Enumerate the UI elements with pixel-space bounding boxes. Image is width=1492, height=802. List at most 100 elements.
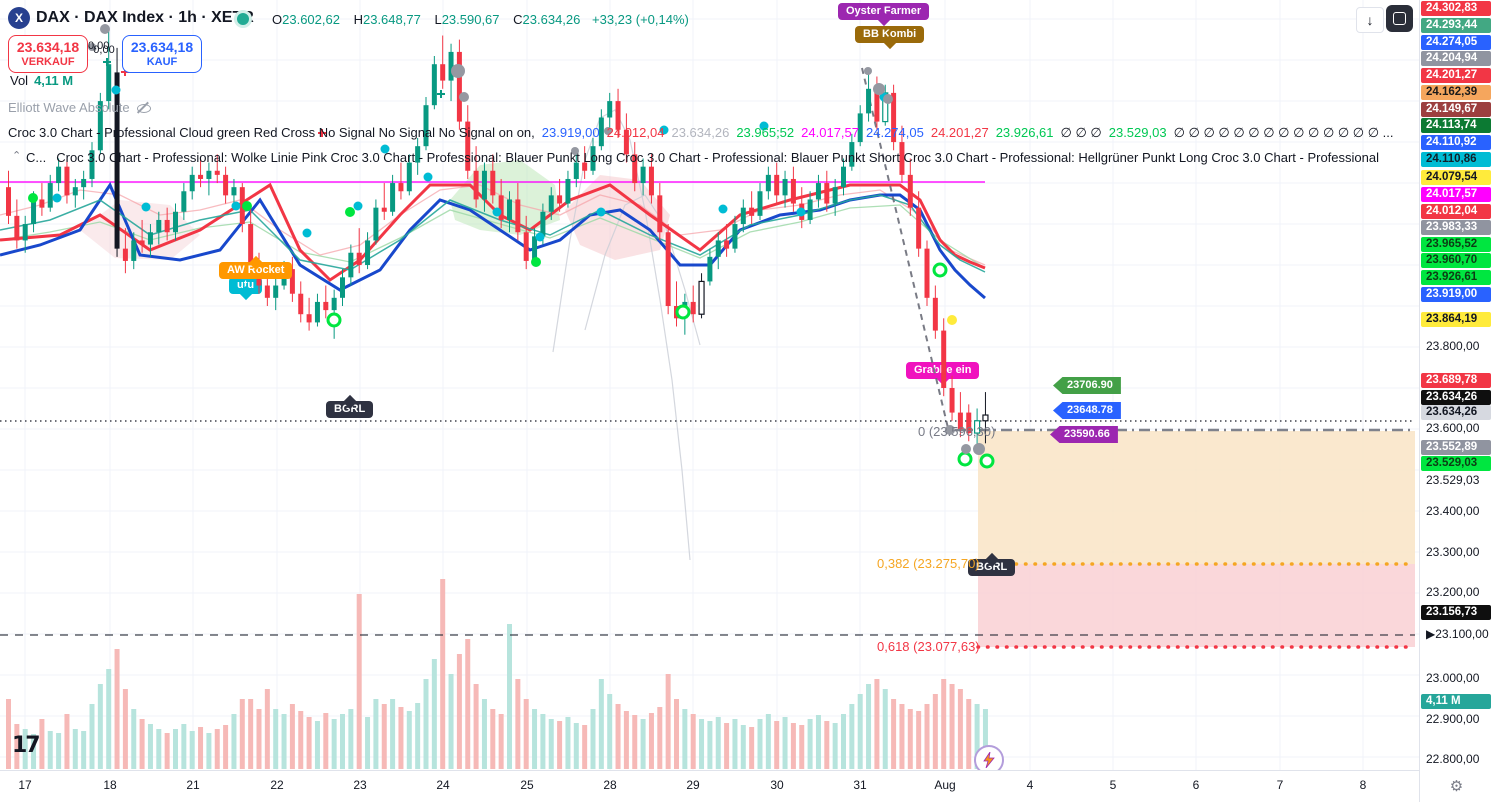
chart-signal-bubble-aw-rocket[interactable]: AW Rocket [219,262,293,279]
close-value: 23.634,26 [522,12,581,27]
price-axis-tick: 23.529,03 [1426,473,1480,487]
legend-row-elliott[interactable]: Elliott Wave Absolute [8,100,151,115]
tradingview-logo[interactable]: 17 [12,733,41,758]
price-tag-purple[interactable]: 23590.66 [1050,426,1118,443]
time-axis-label: 5 [1109,778,1117,792]
symbol-title[interactable]: DAX · DAX Index · 1h · XETR [36,9,254,26]
time-axis-label: 21 [186,778,200,792]
legend-indicator-value: ∅ ∅ ∅ [1060,125,1102,140]
grid-lines [0,0,1419,770]
lightning-icon [983,752,995,768]
time-axis-label: 4 [1026,778,1034,792]
price-axis-tick: 23.800,00 [1426,339,1480,353]
low-label: L [434,12,442,27]
legend-indicator-value: 24.201,27 [930,125,989,140]
legend-indicator-value: 23.919,00 [541,125,600,140]
sell-label: VERKAUF [21,56,75,68]
chart-canvas[interactable] [0,0,1419,770]
fib-level-618-label: 0,618 (23.077,63) [877,639,980,654]
price-axis-badge: 23.983,33 [1421,220,1491,235]
blue-ma-line [0,181,986,300]
teal-ma-line [0,194,986,273]
legend-indicator-value: 23.529,03 [1108,125,1167,140]
price-axis-badge: 24.302,83 [1421,1,1491,16]
legend-indicator-value: 23.634,26 [671,125,730,140]
spread-value: 0,00 [93,44,115,56]
signal-markers [28,24,995,469]
price-axis-badge: 23.965,52 [1421,237,1491,252]
buy-label: KAUF [146,56,178,68]
price-axis-tick: 23.600,00 [1426,421,1480,435]
legend-indicator-value: ∅ ∅ ∅ ∅ ∅ ∅ ∅ ∅ ∅ ∅ ∅ ∅ ∅ ∅ ... [1173,125,1394,140]
chart-signal-bubble-bgrl[interactable]: BGRL [326,401,374,418]
zero-marker-label: 0,00 [88,40,110,52]
candles [6,31,989,446]
symbol-logo-icon[interactable]: X [8,7,30,29]
time-axis-label: 31 [853,778,867,792]
axis-settings-corner[interactable]: ⚙ [1419,770,1492,802]
change-value: +33,23 (+0,14%) [592,12,689,27]
time-axis-label: 30 [770,778,784,792]
price-axis-tick: 23.200,00 [1426,585,1480,599]
chevron-up-icon[interactable]: ⌃ [12,150,22,162]
chart-signal-bubble-bb-kombi[interactable]: BB Kombi [855,26,925,43]
legend-row2-prefix: C... [26,150,47,165]
price-axis-badge: 24.017,57 [1421,187,1491,202]
time-axis-label: 8 [1359,778,1367,792]
legend-indicator-value: 23.965;52 [736,125,795,140]
chart-signal-bubble-oyster-farmer[interactable]: Oyster Farmer [838,3,930,20]
price-axis-badge: 23.919,00 [1421,287,1491,302]
chart-signal-bubble-cyan[interactable]: utu [229,277,263,294]
fib-level-0-label: 0 (23.596,30) [918,424,996,439]
sell-price: 23.634,18 [16,39,80,55]
fib-zones [978,431,1415,647]
time-axis[interactable]: 17 18 21 22 23 24 25 28 29 30 31 Aug 4 5 6 7 8 [0,770,1419,802]
legend-row-croc-sources[interactable]: C... Croc 3.0 Chart - Professional: Wolke… [26,150,1379,165]
sell-button[interactable]: 23.634,18 VERKAUF [8,35,88,73]
chart-signal-bubble-bgrl-2[interactable]: BGRL [968,559,1016,576]
price-axis-badge: 24.110,92 [1421,135,1491,150]
price-axis-tick: 23.300,00 [1426,545,1480,559]
volume-label: Vol [10,73,29,88]
price-axis-badge: 23.529,03 [1421,456,1491,471]
price-axis-tick: ▶23.100,00 [1426,627,1489,641]
volume-legend-row[interactable]: Vol 4,11 M [10,73,73,88]
price-axis-badge: 24.110,86 [1421,152,1491,167]
price-axis-badge: 24.012,04 [1421,204,1491,219]
buy-button[interactable]: 23.634,18 KAUF [122,35,202,73]
eye-off-icon[interactable] [136,100,151,115]
volume-bars [6,579,988,769]
elliott-wave-label: Elliott Wave Absolute [8,100,130,115]
volume-value: 4,11 M [34,73,74,88]
price-axis[interactable]: 24.302,83 24.293,44 24.274,05 24.204,94 24.2… [1419,0,1492,802]
open-label: O [272,12,283,27]
price-axis-badge: 23.864,19 [1421,312,1491,327]
price-axis-badge: 24.201,27 [1421,68,1491,83]
buy-price: 23.634,18 [130,39,194,55]
trend-dashed-line [861,67,949,429]
high-label: H [353,12,363,27]
market-status-dot-icon[interactable] [237,13,249,25]
time-axis-label: 18 [103,778,117,792]
price-tag-blue[interactable]: 23648.78 [1053,402,1121,419]
price-axis-badge: 23.926,61 [1421,270,1491,285]
time-axis-label: 23 [353,778,367,792]
fib-level-382-label: 0,382 (23.275,70) [877,556,980,571]
price-axis-badge: 23.689,78 [1421,373,1491,388]
legend-indicator-value: 23.926,61 [995,125,1054,140]
legend-indicator-value: 24.274,05 [866,125,924,140]
price-axis-badge: 4,11 M [1421,694,1491,709]
legend-row1-text: Croc 3.0 Chart - Professional Cloud gree… [8,125,535,140]
price-axis-badge: 23.960,70 [1421,253,1491,268]
ghost-projection-2 [584,194,701,346]
legend-row2-text: Croc 3.0 Chart - Professional: Wolke Lin… [56,150,1379,165]
legend-indicator-value: 24.012,04 [606,125,665,140]
legend-row-croc-values[interactable]: Croc 3.0 Chart - Professional Cloud gree… [8,125,1394,141]
legend-indicator-value: 24.017,57 [801,125,859,140]
legend-row1-values: 23.919,00 24.012,04 23.634,26 23.965;52 24.0… [535,125,1394,140]
screenshot-button[interactable] [1386,5,1413,32]
download-button[interactable]: ↓ [1356,7,1384,33]
open-value: 23.602,62 [282,12,340,27]
price-tag-green[interactable]: 23706.90 [1053,377,1121,394]
price-axis-tick: 23.000,00 [1426,671,1480,685]
